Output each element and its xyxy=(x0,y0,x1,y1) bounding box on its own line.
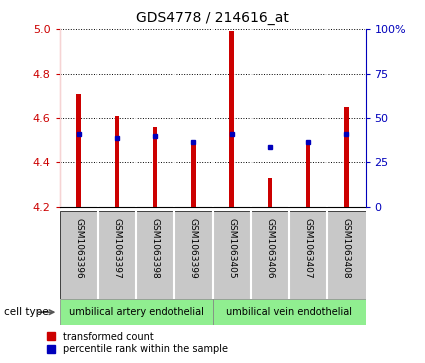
Bar xyxy=(115,116,119,207)
Bar xyxy=(306,142,310,207)
Text: GSM1063405: GSM1063405 xyxy=(227,218,236,278)
Bar xyxy=(212,299,366,325)
Title: GDS4778 / 214616_at: GDS4778 / 214616_at xyxy=(136,11,289,25)
Text: GSM1063398: GSM1063398 xyxy=(150,218,160,278)
Bar xyxy=(191,142,196,207)
Bar xyxy=(230,31,234,207)
Bar xyxy=(153,127,157,207)
Bar xyxy=(76,94,81,207)
Legend: transformed count, percentile rank within the sample: transformed count, percentile rank withi… xyxy=(47,331,228,355)
Text: GSM1063406: GSM1063406 xyxy=(265,218,275,278)
Text: umbilical artery endothelial: umbilical artery endothelial xyxy=(68,307,204,317)
Bar xyxy=(268,178,272,207)
Text: GSM1063408: GSM1063408 xyxy=(342,218,351,278)
Text: GSM1063396: GSM1063396 xyxy=(74,218,83,278)
Text: GSM1063407: GSM1063407 xyxy=(303,218,313,278)
Bar xyxy=(344,107,348,207)
Bar xyxy=(60,299,212,325)
Text: cell type: cell type xyxy=(4,307,49,317)
Text: umbilical vein endothelial: umbilical vein endothelial xyxy=(226,307,352,317)
Text: GSM1063397: GSM1063397 xyxy=(112,218,122,278)
Text: GSM1063399: GSM1063399 xyxy=(189,218,198,278)
